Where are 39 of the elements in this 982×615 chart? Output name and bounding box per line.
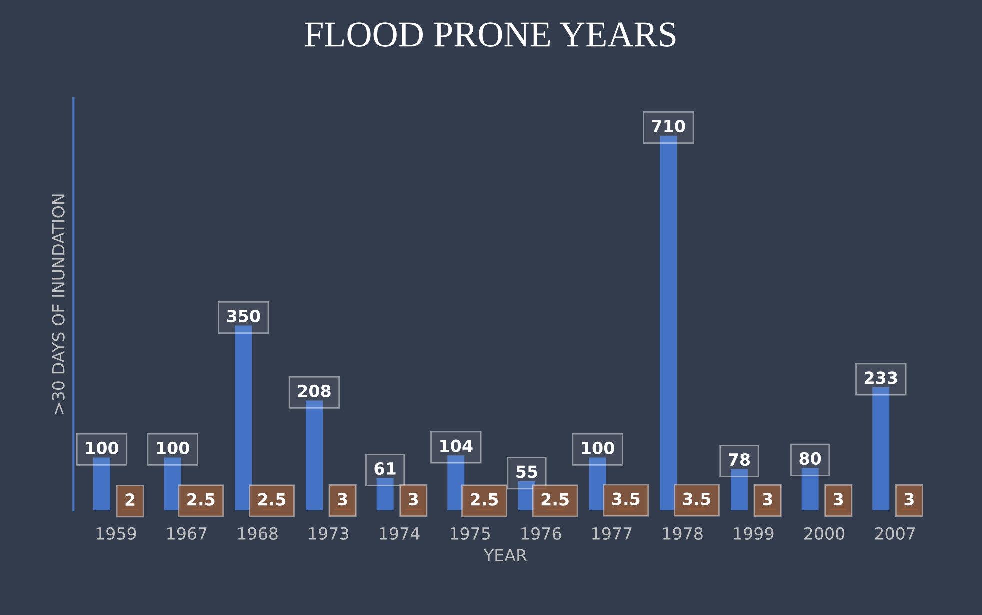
data-label: 2 bbox=[126, 494, 135, 506]
x-tick-label: 1976 bbox=[522, 527, 562, 540]
data-label: 55 bbox=[516, 466, 538, 478]
data-label: 2.5 bbox=[258, 493, 286, 506]
data-label: 100 bbox=[582, 442, 614, 454]
data-label: 710 bbox=[652, 120, 686, 133]
data-label: 2.5 bbox=[471, 493, 498, 506]
data-label: 208 bbox=[298, 384, 331, 398]
x-axis-title: YEAR bbox=[484, 549, 528, 562]
data-label: 100 bbox=[157, 442, 190, 454]
data-label: 3.5 bbox=[612, 492, 640, 506]
data-label: 350 bbox=[227, 310, 260, 323]
y-axis-title: >30 DAYS OF INUNDATION bbox=[52, 194, 65, 414]
data-label: 3 bbox=[408, 493, 418, 506]
x-tick-label: 1999 bbox=[734, 527, 774, 540]
data-label: 80 bbox=[800, 452, 822, 466]
x-tick-label: 1977 bbox=[592, 527, 632, 540]
data-label: 3 bbox=[763, 493, 772, 506]
data-label: 3 bbox=[338, 493, 348, 506]
data-label: 3 bbox=[834, 493, 844, 506]
x-tick-label: 2000 bbox=[804, 527, 845, 540]
chart-title: FLOOD PRONE YEARS bbox=[305, 22, 676, 47]
data-label: 100 bbox=[86, 442, 119, 454]
x-tick-label: 1967 bbox=[168, 527, 207, 540]
x-tick-label: 1968 bbox=[238, 527, 278, 540]
x-tick-label: 1975 bbox=[450, 527, 490, 540]
x-tick-label: 1974 bbox=[380, 527, 420, 540]
x-tick-label: 1973 bbox=[309, 527, 349, 540]
data-label: 2.5 bbox=[188, 493, 215, 506]
data-label: 2.5 bbox=[542, 493, 569, 506]
x-tick-label: 2007 bbox=[875, 527, 916, 540]
data-label: 3 bbox=[904, 493, 914, 506]
data-label: 104 bbox=[440, 440, 473, 452]
x-tick-label: 1978 bbox=[663, 527, 703, 540]
data-label: 3.5 bbox=[683, 492, 711, 506]
data-label: 78 bbox=[728, 453, 750, 466]
data-label: 61 bbox=[374, 462, 396, 476]
x-tick-label: 1959 bbox=[96, 527, 136, 540]
data-label: 233 bbox=[865, 372, 898, 384]
